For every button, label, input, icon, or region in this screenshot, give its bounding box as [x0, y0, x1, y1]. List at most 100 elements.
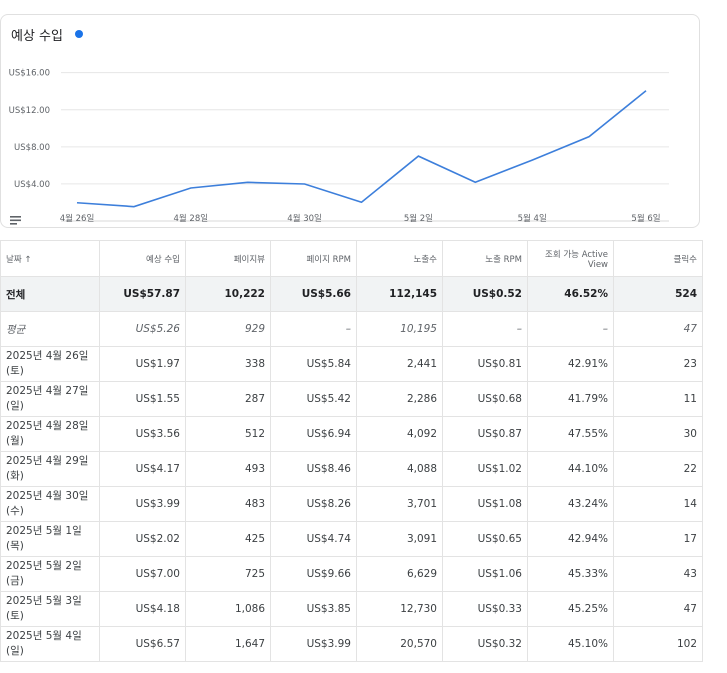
table-cell: 45.25%	[527, 591, 614, 627]
column-header[interactable]: 페이지뷰	[185, 240, 271, 277]
table-row: 2025년 5월 2일 (금) US$7.00 725 US$9.66 6,629 US$…	[0, 556, 703, 592]
table-cell: 3,701	[356, 486, 443, 522]
row-label-cell: 2025년 5월 4일 (일)	[0, 626, 100, 662]
table-cell: US$1.06	[442, 556, 528, 592]
table-cell: US$1.97	[99, 346, 186, 382]
table-cell: 929	[185, 311, 271, 347]
table-cell: US$5.26	[99, 311, 186, 347]
table-cell: 46.52%	[527, 276, 614, 312]
table-cell: 41.79%	[527, 381, 614, 417]
x-tick-label: 5월 2일	[404, 213, 433, 224]
table-cell: 483	[185, 486, 271, 522]
series-legend-dot	[75, 30, 83, 38]
table-cell: US$5.66	[270, 276, 357, 312]
table-cell: 102	[613, 626, 703, 662]
table-cell: 12,730	[356, 591, 443, 627]
table-cell: 43	[613, 556, 703, 592]
earnings-line	[76, 90, 647, 208]
x-tick-label: 5월 4일	[518, 213, 547, 224]
earnings-table: 날짜 ↑ 예상 수입 페이지뷰 페이지 RPM 노출수 노출 RPM 조회 가능 Activ…	[0, 240, 703, 662]
column-header[interactable]: 조회 가능 Active View	[527, 240, 614, 277]
x-tick-label: 4월 26일	[60, 213, 95, 224]
table-cell: US$5.84	[270, 346, 357, 382]
table-cell: US$3.56	[99, 416, 186, 452]
table-cell: 4,092	[356, 416, 443, 452]
table-cell: US$57.87	[99, 276, 186, 312]
table-cell: 44.10%	[527, 451, 614, 487]
table-cell: US$3.99	[270, 626, 357, 662]
row-label-cell: 2025년 4월 26일 (토)	[0, 346, 100, 382]
table-row: 2025년 4월 27일 (일) US$1.55 287 US$5.42 2,286 US…	[0, 381, 703, 417]
table-cell: 42.91%	[527, 346, 614, 382]
table-cell: 22	[613, 451, 703, 487]
table-row: 2025년 4월 29일 (화) US$4.17 493 US$8.46 4,088 US…	[0, 451, 703, 487]
column-header[interactable]: 예상 수입	[99, 240, 186, 277]
table-cell: 47	[613, 311, 703, 347]
table-cell: 493	[185, 451, 271, 487]
row-label-cell: 2025년 5월 3일 (토)	[0, 591, 100, 627]
table-cell: 17	[613, 521, 703, 557]
earnings-line-chart: US$4.00 US$8.00 US$12.00 US$16.00 4월 26일 4월 2…	[9, 69, 669, 224]
table-cell: US$7.00	[99, 556, 186, 592]
table-cell: 10,222	[185, 276, 271, 312]
row-label-cell: 전체	[0, 276, 100, 312]
table-cell: 287	[185, 381, 271, 417]
table-cell: –	[527, 311, 614, 347]
table-cell: US$0.68	[442, 381, 528, 417]
table-cell: US$0.81	[442, 346, 528, 382]
x-tick-label: 5월 6일	[631, 213, 660, 224]
y-tick-label: US$8.00	[14, 143, 50, 153]
table-cell: US$4.18	[99, 591, 186, 627]
total-row: 전체 US$57.87 10,222 US$5.66 112,145 US$0.52 46.…	[0, 276, 703, 312]
table-cell: US$4.17	[99, 451, 186, 487]
table-row: 2025년 5월 3일 (토) US$4.18 1,086 US$3.85 12,730…	[0, 591, 703, 627]
table-cell: US$0.32	[442, 626, 528, 662]
table-cell: US$9.66	[270, 556, 357, 592]
table-cell: US$0.65	[442, 521, 528, 557]
row-label-cell: 2025년 4월 27일 (일)	[0, 381, 100, 417]
y-tick-label: US$16.00	[9, 69, 50, 79]
table-cell: 3,091	[356, 521, 443, 557]
menu-icon[interactable]	[10, 216, 21, 225]
table-row: 2025년 4월 26일 (토) US$1.97 338 US$5.84 2,441 US…	[0, 346, 703, 382]
row-label-cell: 2025년 4월 28일 (월)	[0, 416, 100, 452]
row-label-cell: 2025년 5월 2일 (금)	[0, 556, 100, 592]
table-cell: 11	[613, 381, 703, 417]
table-cell: 47.55%	[527, 416, 614, 452]
average-row: 평균 US$5.26 929–10,195– –47	[0, 311, 703, 347]
estimated-earnings-card: 예상 수입 US$4.00 US$8.00 US$12.00 US$16.00 4월 2…	[0, 14, 700, 228]
table-cell: 45.10%	[527, 626, 614, 662]
column-header[interactable]: 페이지 RPM	[270, 240, 357, 277]
table-cell: 2,441	[356, 346, 443, 382]
table-cell: US$6.57	[99, 626, 186, 662]
table-cell: –	[270, 311, 357, 347]
table-cell: 45.33%	[527, 556, 614, 592]
table-cell: 43.24%	[527, 486, 614, 522]
table-cell: 30	[613, 416, 703, 452]
column-header[interactable]: 노출수	[356, 240, 443, 277]
table-cell: US$8.46	[270, 451, 357, 487]
table-cell: 112,145	[356, 276, 443, 312]
x-tick-label: 4월 28일	[174, 213, 209, 224]
table-cell: US$3.99	[99, 486, 186, 522]
table-cell: US$6.94	[270, 416, 357, 452]
date-column-header[interactable]: 날짜 ↑	[0, 240, 100, 277]
card-title: 예상 수입	[11, 29, 63, 44]
table-cell: 42.94%	[527, 521, 614, 557]
table-cell: 20,570	[356, 626, 443, 662]
table-row: 2025년 5월 1일 (목) US$2.02 425 US$4.74 3,091 US$…	[0, 521, 703, 557]
table-cell: 2,286	[356, 381, 443, 417]
row-label-cell: 2025년 4월 29일 (화)	[0, 451, 100, 487]
table-cell: 425	[185, 521, 271, 557]
table-header-row: 날짜 ↑ 예상 수입 페이지뷰 페이지 RPM 노출수 노출 RPM 조회 가능 Activ…	[0, 240, 703, 277]
table-cell: US$1.02	[442, 451, 528, 487]
table-cell: 47	[613, 591, 703, 627]
table-cell: US$0.33	[442, 591, 528, 627]
y-tick-label: US$4.00	[14, 180, 50, 190]
table-cell: 725	[185, 556, 271, 592]
table-cell: US$0.52	[442, 276, 528, 312]
column-header[interactable]: 클릭수	[613, 240, 703, 277]
x-tick-label: 4월 30일	[287, 213, 322, 224]
column-header[interactable]: 노출 RPM	[442, 240, 528, 277]
table-cell: 14	[613, 486, 703, 522]
